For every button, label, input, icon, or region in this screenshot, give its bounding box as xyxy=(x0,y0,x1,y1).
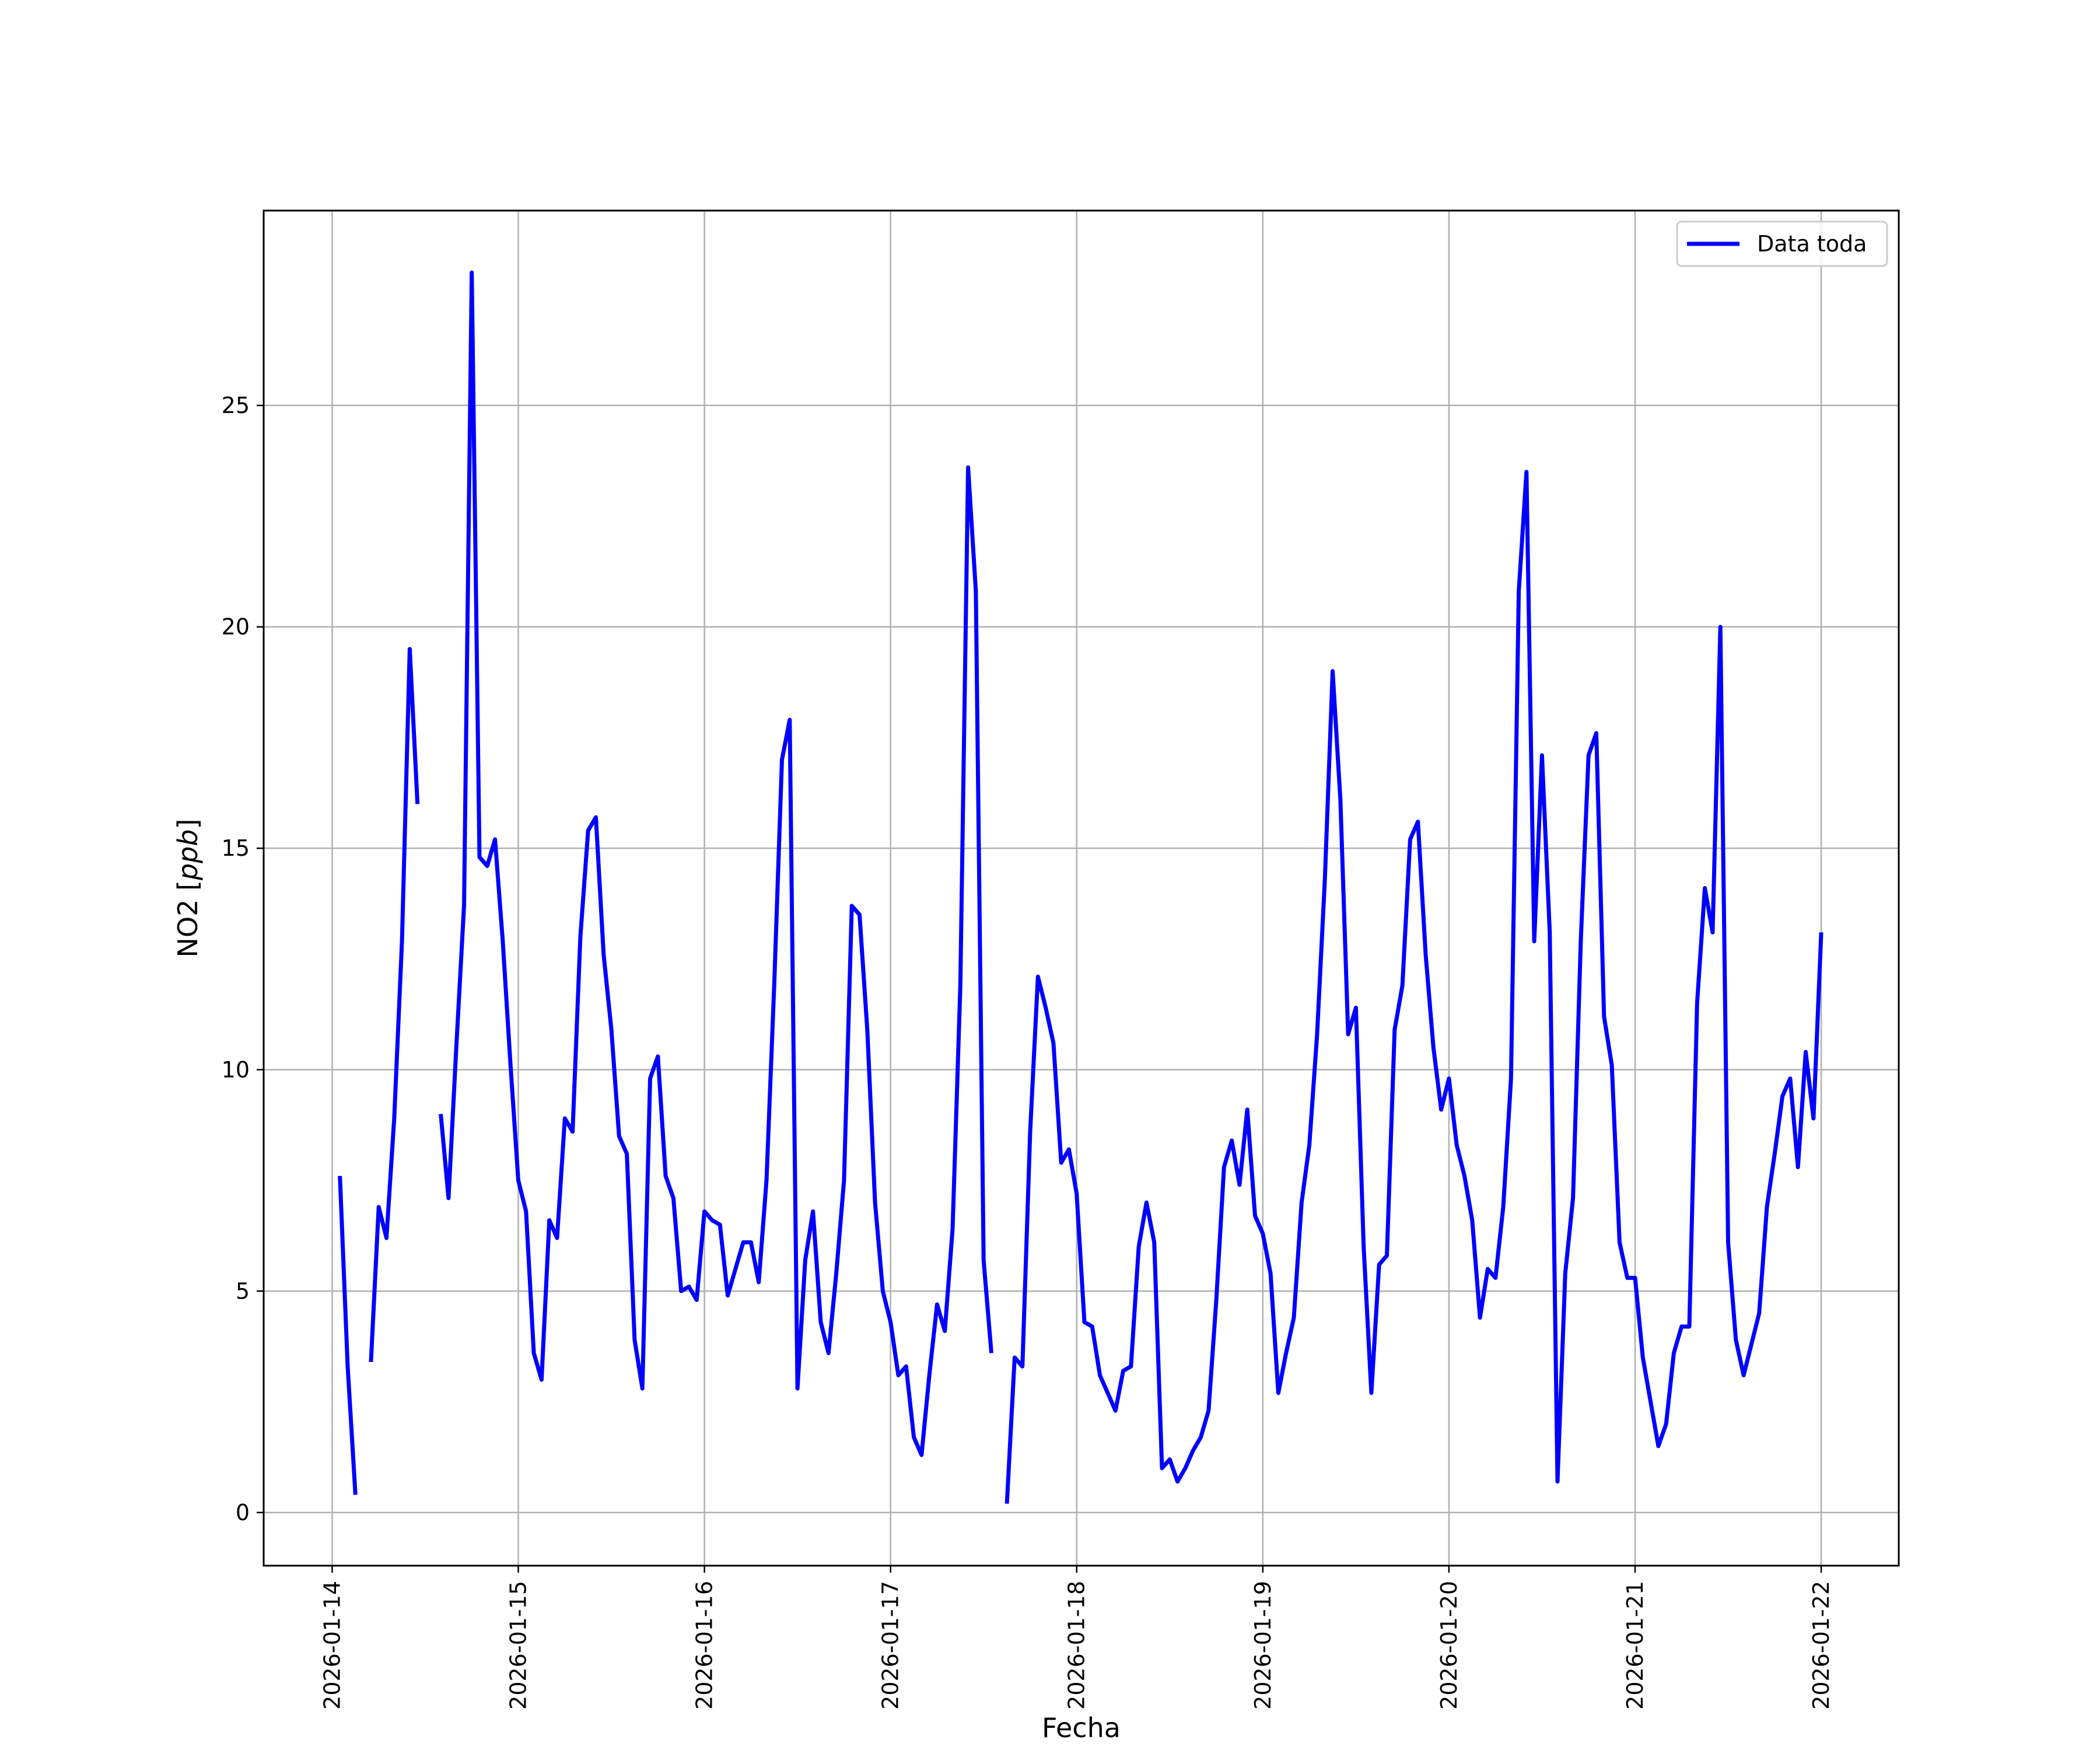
x-axis-label: Fecha xyxy=(1042,1712,1121,1744)
y-axis-label-base: NO2 xyxy=(172,900,204,958)
x-tick-label: 2026-01-19 xyxy=(1250,1581,1276,1710)
x-tick-label: 2026-01-22 xyxy=(1808,1581,1834,1710)
y-axis: 0 5 10 15 20 25 xyxy=(222,393,264,1525)
series-line-segment xyxy=(439,270,993,1457)
x-tick-label: 2026-01-16 xyxy=(692,1581,718,1710)
y-axis-label-close-bracket: ] xyxy=(172,818,204,829)
grid-lines xyxy=(264,211,1899,1566)
y-tick-label: 15 xyxy=(222,835,250,861)
series-line-segment xyxy=(369,647,420,1362)
x-tick-label: 2026-01-20 xyxy=(1436,1581,1462,1710)
y-tick-label: 5 xyxy=(236,1278,250,1304)
x-tick-label: 2026-01-18 xyxy=(1064,1581,1090,1710)
legend-box xyxy=(1676,220,1888,267)
y-tick-label: 25 xyxy=(222,393,250,418)
y-axis-label-open-bracket: [ xyxy=(172,880,204,900)
axes-frame xyxy=(262,209,1900,1567)
legend-label: Data toda xyxy=(1757,231,1867,257)
legend: Data toda xyxy=(1676,220,1888,267)
x-tick-label: 2026-01-14 xyxy=(319,1581,345,1710)
y-axis-label-unit: ppb xyxy=(172,829,204,881)
x-tick-label: 2026-01-21 xyxy=(1622,1581,1648,1710)
y-tick-label: 20 xyxy=(222,614,250,640)
plot-line-group xyxy=(338,270,1824,1504)
x-tick-label: 2026-01-17 xyxy=(878,1581,904,1710)
x-axis: 2026-01-14 2026-01-15 2026-01-16 2026-01-17… xyxy=(319,1566,1834,1710)
series-line-segment xyxy=(1005,470,1824,1504)
series-line-segment xyxy=(338,1175,358,1495)
y-tick-label: 10 xyxy=(222,1057,250,1083)
y-tick-label: 0 xyxy=(236,1500,250,1525)
x-tick-label: 2026-01-15 xyxy=(506,1581,531,1710)
y-axis-label: NO2 [ppb] xyxy=(172,818,204,957)
